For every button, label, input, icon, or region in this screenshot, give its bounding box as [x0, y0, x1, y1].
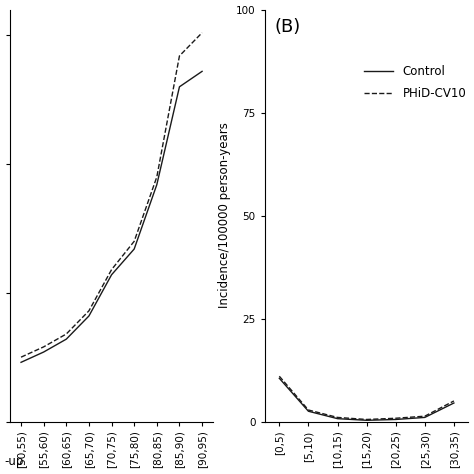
Control	[306, 409, 311, 414]
Text: (B): (B)	[275, 18, 301, 36]
Control	[451, 400, 457, 406]
PHiD-CV10	[422, 413, 428, 419]
PHiD-CV10	[306, 407, 311, 413]
Control	[276, 375, 282, 381]
Control	[393, 417, 399, 422]
Line: Control: Control	[279, 378, 454, 420]
Line: PHiD-CV10: PHiD-CV10	[279, 376, 454, 419]
PHiD-CV10	[276, 374, 282, 379]
Control	[422, 415, 428, 420]
Legend: Control, PHiD-CV10: Control, PHiD-CV10	[364, 65, 466, 100]
PHiD-CV10	[451, 398, 457, 404]
Control	[364, 418, 369, 423]
Text: -up: -up	[5, 455, 24, 467]
Y-axis label: Incidence/100000 person-years: Incidence/100000 person-years	[218, 123, 230, 309]
PHiD-CV10	[393, 415, 399, 421]
PHiD-CV10	[364, 417, 369, 422]
Control	[335, 416, 340, 421]
PHiD-CV10	[335, 415, 340, 420]
